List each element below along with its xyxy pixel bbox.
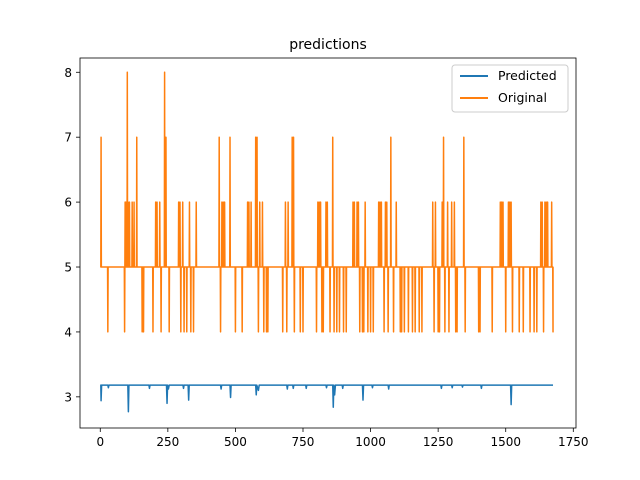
x-tick-label: 500: [224, 435, 247, 449]
y-tick-label: 4: [64, 325, 72, 339]
y-tick-label: 8: [64, 66, 72, 80]
y-tick-label: 3: [64, 390, 72, 404]
series-line-predicted: [100, 384, 554, 413]
x-tick-label: 1000: [355, 435, 386, 449]
x-tick-label: 1250: [423, 435, 454, 449]
y-tick-label: 5: [64, 261, 72, 275]
y-tick-label: 6: [64, 196, 72, 210]
series-layer: [100, 71, 554, 413]
axes-frame: [79, 57, 577, 429]
x-tick-label: 1750: [558, 435, 589, 449]
x-tick-label: 250: [156, 435, 179, 449]
x-tick-label: 0: [96, 435, 104, 449]
x-tick-label: 1500: [490, 435, 521, 449]
legend: Predicted Original: [451, 64, 569, 113]
x-tick-label: 750: [292, 435, 315, 449]
series-line-original: [100, 71, 554, 333]
legend-label-original: Original: [498, 90, 547, 105]
x-axis-ticks: 0 250 500 750 1000 1250 1500 1750: [96, 428, 589, 449]
y-tick-label: 7: [64, 131, 72, 145]
y-axis-ticks: 3 4 5 6 7 8: [64, 66, 80, 404]
legend-label-predicted: Predicted: [498, 68, 557, 83]
chart-title: predictions: [289, 37, 367, 53]
